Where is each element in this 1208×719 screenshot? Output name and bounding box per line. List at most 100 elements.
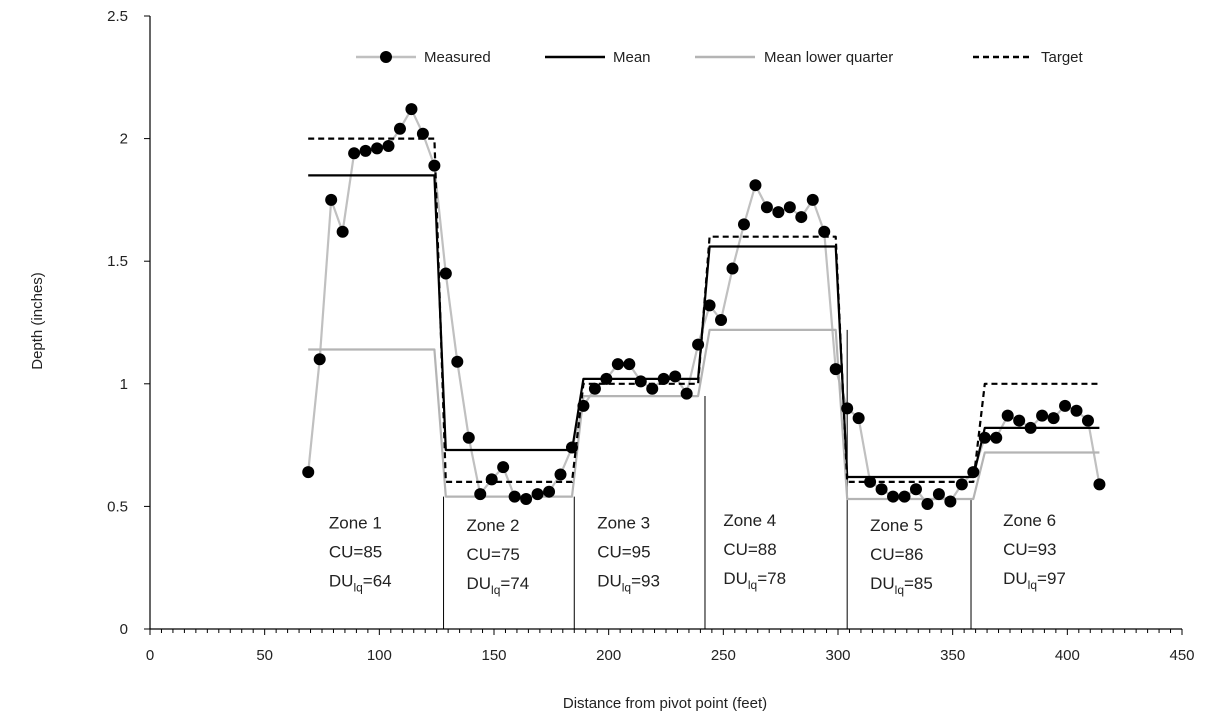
measured-point [887, 490, 900, 503]
zone-du-label: DUlq=78 [723, 569, 786, 592]
y-tick-label: 0.5 [107, 498, 128, 515]
y-tick-label: 0 [120, 621, 128, 638]
measured-point [405, 103, 418, 116]
x-tick-label: 300 [825, 647, 850, 664]
zone-label: Zone 4 [723, 511, 776, 530]
x-tick-label: 400 [1055, 647, 1080, 664]
x-tick-label: 0 [146, 647, 154, 664]
measured-point [554, 468, 567, 481]
measured-point [634, 375, 647, 388]
x-tick-label: 150 [481, 647, 506, 664]
measured-point [715, 314, 728, 327]
measured-point [1093, 478, 1106, 491]
measured-point [382, 139, 395, 152]
measured-point [393, 122, 406, 135]
measured-point [898, 490, 911, 503]
measured-point [474, 488, 487, 501]
measured-point [462, 431, 475, 444]
zone-du-label: DUlq=97 [1003, 569, 1066, 592]
measured-point [760, 201, 773, 214]
measured-point [565, 441, 578, 454]
measured-point [588, 382, 601, 395]
measured-point [932, 488, 945, 501]
measured-point [978, 431, 991, 444]
measured-point [829, 363, 842, 376]
x-tick-label: 350 [940, 647, 965, 664]
measured-point [1024, 421, 1037, 434]
measured-point [669, 370, 682, 383]
zone-du-label: DUlq=74 [466, 574, 529, 597]
y-tick-label: 2.5 [107, 8, 128, 25]
measured-point [749, 179, 762, 192]
measured-point [703, 299, 716, 312]
measured-point [967, 466, 980, 479]
measured-point [359, 144, 372, 157]
measured-point [737, 218, 750, 231]
legend-label: Target [1041, 49, 1084, 66]
zone-du-label: DUlq=85 [870, 574, 933, 597]
x-tick-label: 200 [596, 647, 621, 664]
measured-point [909, 483, 922, 496]
measured-point [646, 382, 659, 395]
plot-area [302, 103, 1106, 629]
measured-point [348, 147, 361, 160]
measured-point [428, 159, 441, 172]
zone-annotations: Zone 1 CU=85 DUlq=64 Zone 2 CU=75 DUlq=74 Zone… [329, 511, 1066, 597]
zone-du-label: DUlq=64 [329, 571, 392, 594]
measured-point [772, 206, 785, 219]
measured-point [818, 225, 831, 238]
measured-point [325, 193, 338, 206]
measured-point [726, 262, 739, 275]
x-tick-label: 450 [1169, 647, 1194, 664]
legend-marker [380, 51, 392, 63]
zone-label: Zone 2 [466, 516, 519, 535]
measured-point [783, 201, 796, 214]
y-axis-title: Depth (inches) [29, 272, 46, 370]
measured-point [531, 488, 544, 501]
measured-point [1013, 414, 1026, 427]
measured-point [692, 338, 705, 351]
x-tick-label: 50 [256, 647, 273, 664]
measured-point [520, 493, 533, 506]
measured-point [485, 473, 498, 486]
zone-cu-label: CU=75 [466, 545, 519, 564]
measured-point [875, 483, 888, 496]
x-axis-title: Distance from pivot point (feet) [563, 695, 767, 712]
y-tick-label: 2 [120, 131, 128, 148]
measured-point [623, 358, 636, 371]
measured-point [313, 353, 326, 366]
measured-point [795, 211, 808, 224]
zone-label: Zone 1 [329, 513, 382, 532]
measured-point [302, 466, 315, 479]
measured-point [600, 372, 613, 385]
measured-point [577, 399, 590, 412]
zone-cu-label: CU=86 [870, 545, 923, 564]
measured-point [439, 267, 452, 280]
measured-point [1081, 414, 1094, 427]
measured-point [336, 225, 349, 238]
measured-point [852, 412, 865, 425]
series-line-mean-lower-quarter [308, 328, 1100, 501]
measured-point [508, 490, 521, 503]
zone-label: Zone 3 [597, 513, 650, 532]
measured-point [611, 358, 624, 371]
measured-point [416, 127, 429, 140]
zone-label: Zone 6 [1003, 511, 1056, 530]
measured-point [1047, 412, 1060, 425]
zone-du-label: DUlq=93 [597, 571, 660, 594]
measured-point [543, 485, 556, 498]
y-tick-label: 1.5 [107, 253, 128, 270]
legend-label: Measured [424, 49, 491, 66]
measured-point [497, 461, 510, 474]
measured-point [1070, 404, 1083, 417]
zone-cu-label: CU=88 [723, 540, 776, 559]
measured-point [657, 372, 670, 385]
measured-point [990, 431, 1003, 444]
zone-cu-label: CU=93 [1003, 540, 1056, 559]
measured-point [1001, 409, 1014, 422]
series-line-target [308, 137, 1100, 483]
measured-point [1036, 409, 1049, 422]
x-tick-label: 100 [367, 647, 392, 664]
legend-label: Mean lower quarter [764, 49, 893, 66]
